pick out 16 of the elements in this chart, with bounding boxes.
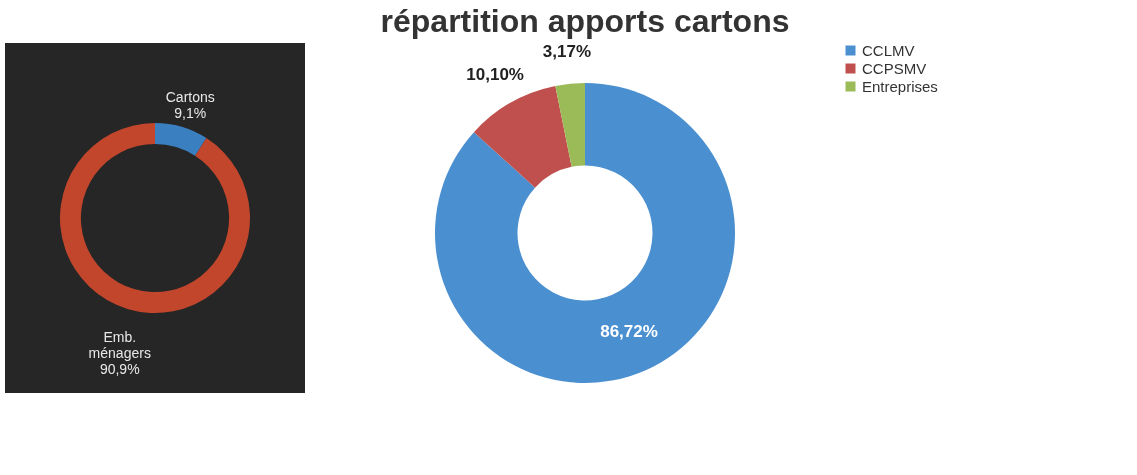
slice-label: Emb. ménagers: [88, 328, 151, 361]
slice-label: Cartons: [165, 89, 215, 106]
data-label: 9,1%: [174, 105, 207, 122]
data-label: 90,9%: [99, 360, 140, 377]
legend-label: CCPSMV: [862, 59, 927, 77]
donut-slice: [473, 85, 572, 188]
donut-slice: [555, 83, 585, 167]
donut-slice: [60, 123, 250, 313]
donut-slice: [435, 83, 735, 383]
data-label: 86,72%: [600, 322, 658, 342]
data-label: 3,17%: [542, 41, 592, 61]
legend-label: CCLMV: [862, 41, 915, 59]
data-label: 10,10%: [466, 64, 524, 84]
donut-slice: [155, 123, 207, 156]
chart-title: répartition apports cartons: [380, 2, 790, 39]
legend-label: Entreprises: [862, 77, 938, 95]
